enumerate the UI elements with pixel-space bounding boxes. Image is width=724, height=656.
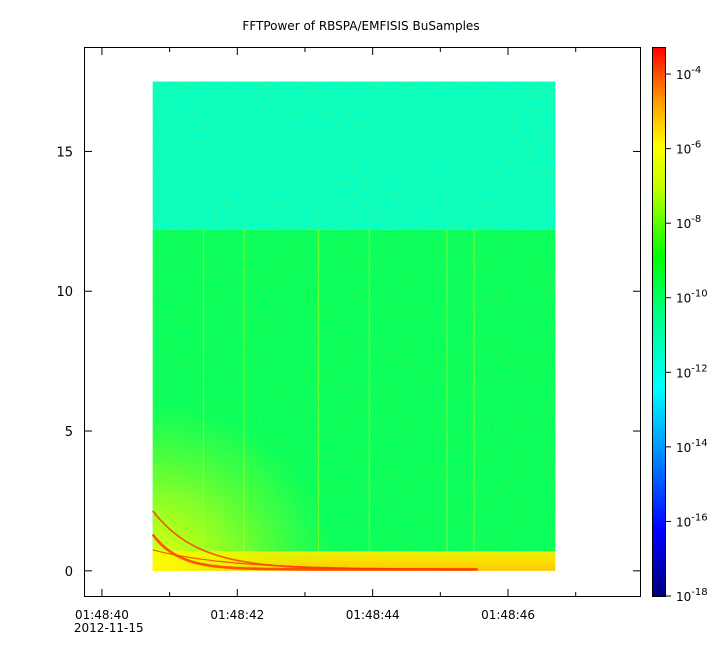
y-tick-label: 15 xyxy=(56,145,73,160)
low-frequency-enhancement xyxy=(152,403,334,571)
chart-title: FFTPower of RBSPA/EMFISIS BuSamples xyxy=(242,19,479,33)
y-tick-label: 10 xyxy=(56,285,73,300)
y-axis: 0 5 10 15 xyxy=(56,145,640,580)
colorbar-tick-label: 10-6 xyxy=(676,140,701,157)
y-tick-label: 5 xyxy=(65,425,73,440)
y-tick-label: 0 xyxy=(65,565,73,580)
colorbar-tick-label: 10-4 xyxy=(676,65,701,82)
x-tick-label: 01:48:46 xyxy=(481,608,535,622)
colorbar-tick-label: 10-8 xyxy=(676,214,701,231)
colorbar-tick-label: 10-18 xyxy=(676,587,708,604)
x-tick-label: 01:48:42 xyxy=(210,608,264,622)
colorbar-tick-label: 10-12 xyxy=(676,363,708,380)
colorbar-tick-label: 10-16 xyxy=(676,512,708,529)
whistler-trace xyxy=(152,549,478,570)
colorbar-axis: 10-4 10-6 10-8 10-10 10-12 10-14 10-16 10-18 xyxy=(666,65,708,604)
x-tick-date-label: 2012-11-15 xyxy=(74,621,144,635)
colorbar-tick-label: 10-14 xyxy=(676,438,708,455)
colorbar-tick-label: 10-10 xyxy=(676,289,708,306)
colorbar xyxy=(652,47,666,597)
x-tick-label: 01:48:40 xyxy=(75,608,129,622)
x-tick-label: 01:48:44 xyxy=(346,608,400,622)
spectrogram-image xyxy=(151,81,556,571)
